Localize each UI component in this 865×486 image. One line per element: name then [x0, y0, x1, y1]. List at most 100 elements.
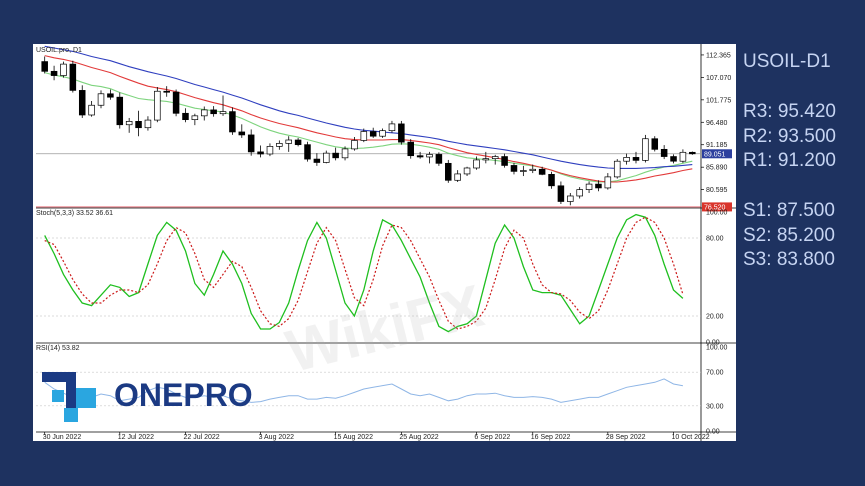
candle-bull	[463, 167, 471, 175]
level-label: S2:	[743, 225, 772, 246]
candle-bear	[50, 70, 58, 76]
candle-bull	[529, 168, 537, 171]
chart-panel[interactable]: 112.365 107.070 101.775 96.480 91.185 85.890 8…	[33, 44, 736, 441]
stoch-tick-label: 80.00	[706, 236, 724, 243]
candle-bear	[398, 123, 405, 143]
levels-title: USOIL-D1	[743, 51, 831, 72]
level-label: S1:	[743, 200, 772, 221]
level-value: 83.800	[776, 249, 835, 270]
candle-bear	[548, 174, 555, 187]
price-tick-label: 91.185	[706, 142, 728, 149]
candle-bull	[266, 146, 274, 155]
candle-bull	[585, 183, 593, 190]
moving-averages	[44, 45, 693, 183]
date-tick-label: 10 Oct 2022	[672, 434, 710, 441]
candle-bear	[210, 109, 217, 115]
logo-text: ONEPRO	[114, 377, 253, 413]
candle-bull	[276, 143, 283, 147]
date-tick-label: 30 Jun 2022	[43, 434, 82, 441]
candle-bear	[557, 185, 565, 202]
candles	[41, 56, 696, 206]
date-tick-label: 15 Aug 2022	[334, 434, 373, 441]
ma-mid-line	[44, 55, 693, 183]
price-tick-label: 80.595	[706, 187, 728, 194]
date-tick-label: 25 Aug 2022	[399, 434, 438, 441]
candle-bull	[613, 160, 621, 178]
date-tick-label: 16 Sep 2022	[531, 434, 571, 441]
candle-bull	[154, 90, 161, 121]
rsi-tick-label: 100.00	[706, 345, 728, 352]
resistance-r2: R2: 93.500	[743, 127, 836, 146]
candle-bear	[445, 162, 452, 181]
candle-bear	[332, 152, 339, 159]
candle-bear	[313, 158, 321, 163]
candle-bull	[473, 159, 480, 169]
axes: 112.365 107.070 101.775 96.480 91.185 85.890 8…	[43, 52, 732, 441]
ma-fast-line	[44, 72, 693, 183]
date-tick-label: 12 Jul 2022	[118, 434, 154, 441]
date-tick-label: 6 Sep 2022	[474, 434, 510, 441]
candle-bear	[407, 141, 414, 157]
resistance-r1: R1: 91.200	[743, 151, 836, 170]
candle-bull	[144, 119, 152, 129]
candle-bull	[482, 158, 490, 161]
candle-bull	[219, 111, 227, 115]
onepro-logo: ONEPRO	[42, 364, 253, 426]
candle-bull	[360, 131, 368, 141]
candle-bear	[172, 91, 180, 114]
price-tick-label: 107.070	[706, 75, 731, 82]
support-s1: S1: 87.500	[743, 201, 835, 220]
rsi-indicator	[44, 378, 683, 403]
candle-bear	[369, 131, 377, 137]
price-tick-label: 101.775	[706, 97, 731, 104]
candle-bull	[642, 138, 649, 161]
price-tick-label: 85.890	[706, 165, 728, 172]
stoch-main-line	[44, 213, 684, 333]
stoch-tick-label: 0.00	[706, 340, 720, 347]
candle-bear	[660, 148, 668, 157]
rsi-line	[44, 378, 683, 403]
current-price-tag	[702, 149, 732, 159]
candle-bull	[60, 63, 67, 76]
candle-bull	[285, 139, 292, 144]
candle-bear	[294, 139, 302, 146]
candle-bull	[125, 121, 133, 126]
candle-bear	[510, 165, 518, 172]
candle-bear	[163, 90, 170, 93]
candle-bull	[200, 109, 208, 117]
rsi-tick-label: 0.00	[706, 429, 720, 436]
low-price-tag	[702, 202, 732, 212]
low-price-tag-text: 76.520	[704, 204, 726, 211]
candle-bear	[257, 151, 264, 155]
stochastic-oscillator	[44, 213, 684, 333]
candle-bear	[435, 154, 443, 164]
candle-bull	[191, 115, 199, 121]
candle-bear	[595, 183, 602, 189]
candle-bear	[247, 134, 255, 153]
candle-bull	[491, 156, 499, 160]
candle-bear	[238, 131, 246, 136]
level-value: 91.200	[777, 150, 836, 171]
date-tick-label: 28 Sep 2022	[606, 434, 646, 441]
candle-bull	[388, 123, 396, 132]
candle-bear	[78, 90, 86, 116]
candle-bull	[351, 140, 358, 150]
support-s3: S3: 83.800	[743, 250, 835, 269]
level-value: 87.500	[776, 200, 835, 221]
rsi-tick-label: 30.00	[706, 403, 724, 410]
candle-bull	[567, 195, 574, 202]
resistance-r3: R3: 95.420	[743, 102, 836, 121]
level-label: S3:	[743, 249, 772, 270]
chart-canvas[interactable]: 112.365 107.070 101.775 96.480 91.185 85.890 8…	[33, 44, 736, 441]
candle-bear	[135, 121, 142, 129]
price-tick-label: 112.365	[706, 52, 731, 59]
stoch-tick-label: 100.00	[706, 210, 728, 217]
symbol-label: USOIL.pro, D1	[36, 47, 82, 54]
candle-bear	[632, 157, 640, 161]
date-tick-label: 22 Jul 2022	[183, 434, 219, 441]
candle-bull	[426, 154, 433, 158]
candle-bear	[182, 112, 189, 121]
candle-bear	[670, 156, 677, 162]
rsi-tick-label: 70.00	[706, 370, 724, 377]
level-label: R1:	[743, 150, 773, 171]
